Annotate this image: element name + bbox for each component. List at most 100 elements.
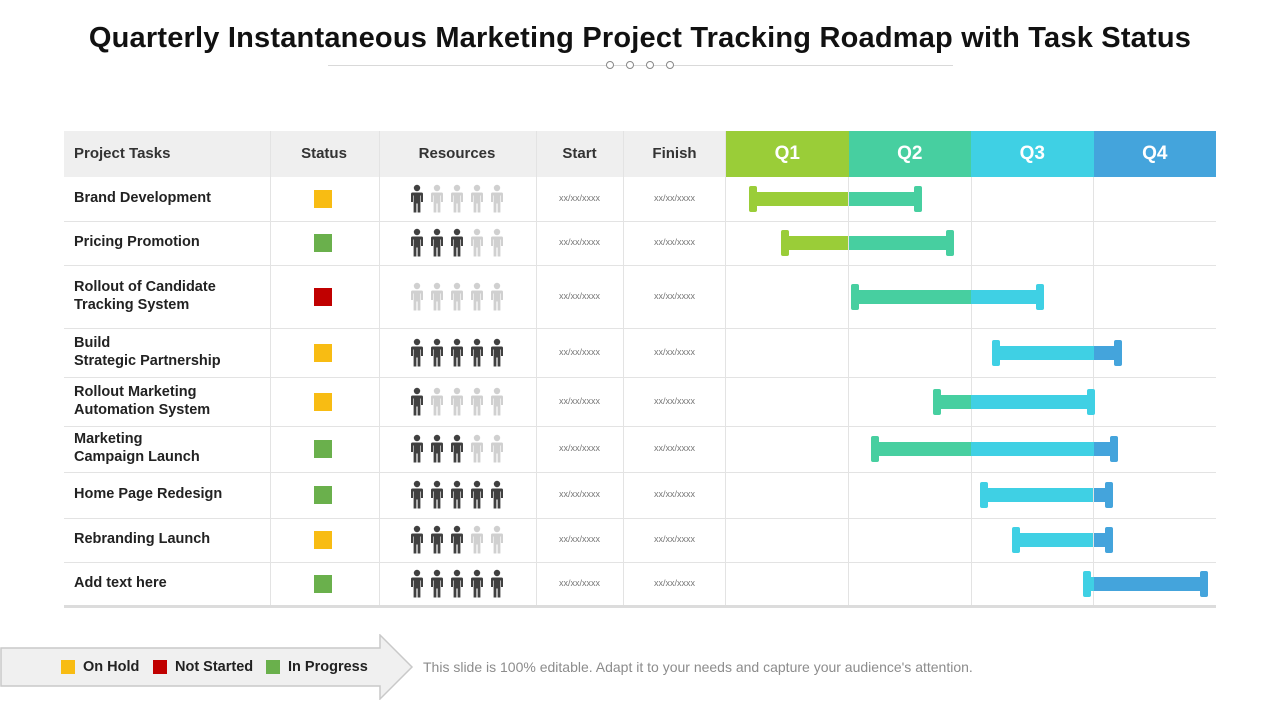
person-icon (468, 569, 486, 599)
table-row: Build Strategic Partnership xx/xx/xxxx xx/… (64, 328, 1216, 377)
person-icon (428, 184, 446, 214)
resource-icons (408, 228, 506, 258)
gantt-bar-start-cap (932, 388, 941, 415)
gantt-bar-segment-q4 (1093, 345, 1118, 360)
person-icon (428, 338, 446, 368)
gantt-bar-segment-q3 (984, 488, 1094, 502)
resource-icons (408, 282, 506, 312)
gantt-bar-start-cap (1012, 527, 1021, 553)
person-icon (408, 184, 426, 214)
table-row: Home Page Redesign xx/xx/xxxx xx/xx/xxxx (64, 472, 1216, 518)
gantt-bar-end-cap (1087, 388, 1096, 415)
legend-arrow (0, 634, 414, 700)
gantt-bar-segment-q2 (875, 442, 971, 456)
gantt-bar-end-cap (1110, 436, 1119, 462)
finish-date: xx/xx/xxxx (653, 577, 695, 588)
status-indicator-in-progress (314, 234, 332, 252)
start-date: xx/xx/xxxx (558, 534, 600, 544)
person-icon (408, 387, 426, 417)
person-icon (428, 282, 446, 312)
gantt-bar-start-cap (748, 186, 757, 212)
person-icon (468, 480, 486, 510)
resource-icons (408, 525, 506, 555)
person-icon (448, 434, 466, 464)
table-row: Add text here xx/xx/xxxx xx/xx/xxxx (64, 562, 1216, 605)
person-icon (488, 480, 506, 510)
resource-icons (408, 480, 506, 510)
row-divider (64, 265, 1216, 266)
task-name: Rebranding Launch (74, 531, 211, 547)
column-divider (623, 131, 624, 605)
resource-icons (408, 184, 506, 214)
gantt-bar-segment-q2 (848, 236, 951, 250)
start-date: xx/xx/xxxx (558, 577, 600, 588)
person-icon (488, 525, 506, 555)
roadmap-table: Project Tasks Status Resources Start Fin… (64, 131, 1216, 608)
footnote-text: This slide is 100% editable. Adapt it to… (423, 659, 973, 675)
gantt-bar-segment-q1 (784, 236, 849, 250)
person-icon (488, 282, 506, 312)
person-icon (408, 434, 426, 464)
column-divider (270, 131, 271, 605)
gantt-bar-end-cap (946, 230, 955, 256)
legend-label-on-hold: On Hold (83, 659, 140, 675)
person-icon (408, 338, 426, 368)
header-resources: Resources (418, 145, 496, 162)
person-icon (488, 228, 506, 258)
gantt-bar-segment-q3 (971, 394, 1092, 409)
start-date: xx/xx/xxxx (558, 290, 600, 301)
task-name: Add text here (74, 574, 167, 591)
task-name: Pricing Promotion (74, 234, 200, 250)
person-icon (468, 387, 486, 417)
legend-on-hold: On Hold (61, 657, 139, 677)
finish-date: xx/xx/xxxx (653, 395, 695, 406)
gantt-bar-start-cap (850, 283, 859, 310)
table-row: Brand Development xx/xx/xxxx xx/xx/xxxx (64, 177, 1216, 221)
gantt-bar-start-cap (871, 436, 880, 462)
person-icon (488, 387, 506, 417)
column-divider (379, 131, 380, 605)
row-divider (64, 518, 1216, 519)
person-icon (488, 569, 506, 599)
task-name: Brand Development (74, 190, 211, 206)
legend-label-in-progress: In Progress (288, 659, 368, 675)
person-icon (448, 569, 466, 599)
person-icon (428, 525, 446, 555)
quarter-header-q1: Q1 (726, 131, 849, 177)
table-row: Rebranding Launch xx/xx/xxxx xx/xx/xxxx (64, 518, 1216, 562)
person-icon (408, 480, 426, 510)
start-date: xx/xx/xxxx (558, 489, 600, 499)
gantt-bar-end-cap (1035, 283, 1044, 310)
row-divider (64, 562, 1216, 563)
start-date: xx/xx/xxxx (558, 237, 600, 247)
gantt-bar-segment-q3 (995, 345, 1094, 360)
gantt-bar-end-cap (914, 186, 923, 212)
task-name: Marketing Campaign Launch (74, 431, 200, 465)
table-header-background (64, 131, 726, 177)
page-title: Quarterly Instantaneous Marketing Projec… (88, 22, 1192, 54)
table-row: Marketing Campaign Launch xx/xx/xxxx xx/xx… (64, 426, 1216, 472)
person-icon (468, 228, 486, 258)
person-icon (468, 184, 486, 214)
header-start: Start (562, 145, 597, 162)
header-finish: Finish (652, 145, 697, 162)
finish-date: xx/xx/xxxx (653, 290, 695, 301)
gantt-bar-segment-q4 (1093, 442, 1115, 456)
person-icon (448, 184, 466, 214)
table-bottom-rule (64, 605, 1216, 608)
gantt-bar-end-cap (1105, 527, 1114, 553)
header-project-tasks: Project Tasks (74, 145, 171, 162)
row-divider (64, 426, 1216, 427)
task-name: Home Page Redesign (74, 486, 223, 502)
person-icon (468, 338, 486, 368)
person-icon (448, 387, 466, 417)
status-indicator-not-started (314, 287, 332, 306)
gantt-bar-segment-q2 (936, 394, 971, 409)
person-icon (448, 525, 466, 555)
person-icon (448, 338, 466, 368)
gantt-bar-end-cap (1199, 570, 1208, 597)
legend-swatch-on-hold (61, 660, 75, 674)
start-date: xx/xx/xxxx (558, 193, 600, 203)
person-icon (488, 434, 506, 464)
person-icon (428, 434, 446, 464)
